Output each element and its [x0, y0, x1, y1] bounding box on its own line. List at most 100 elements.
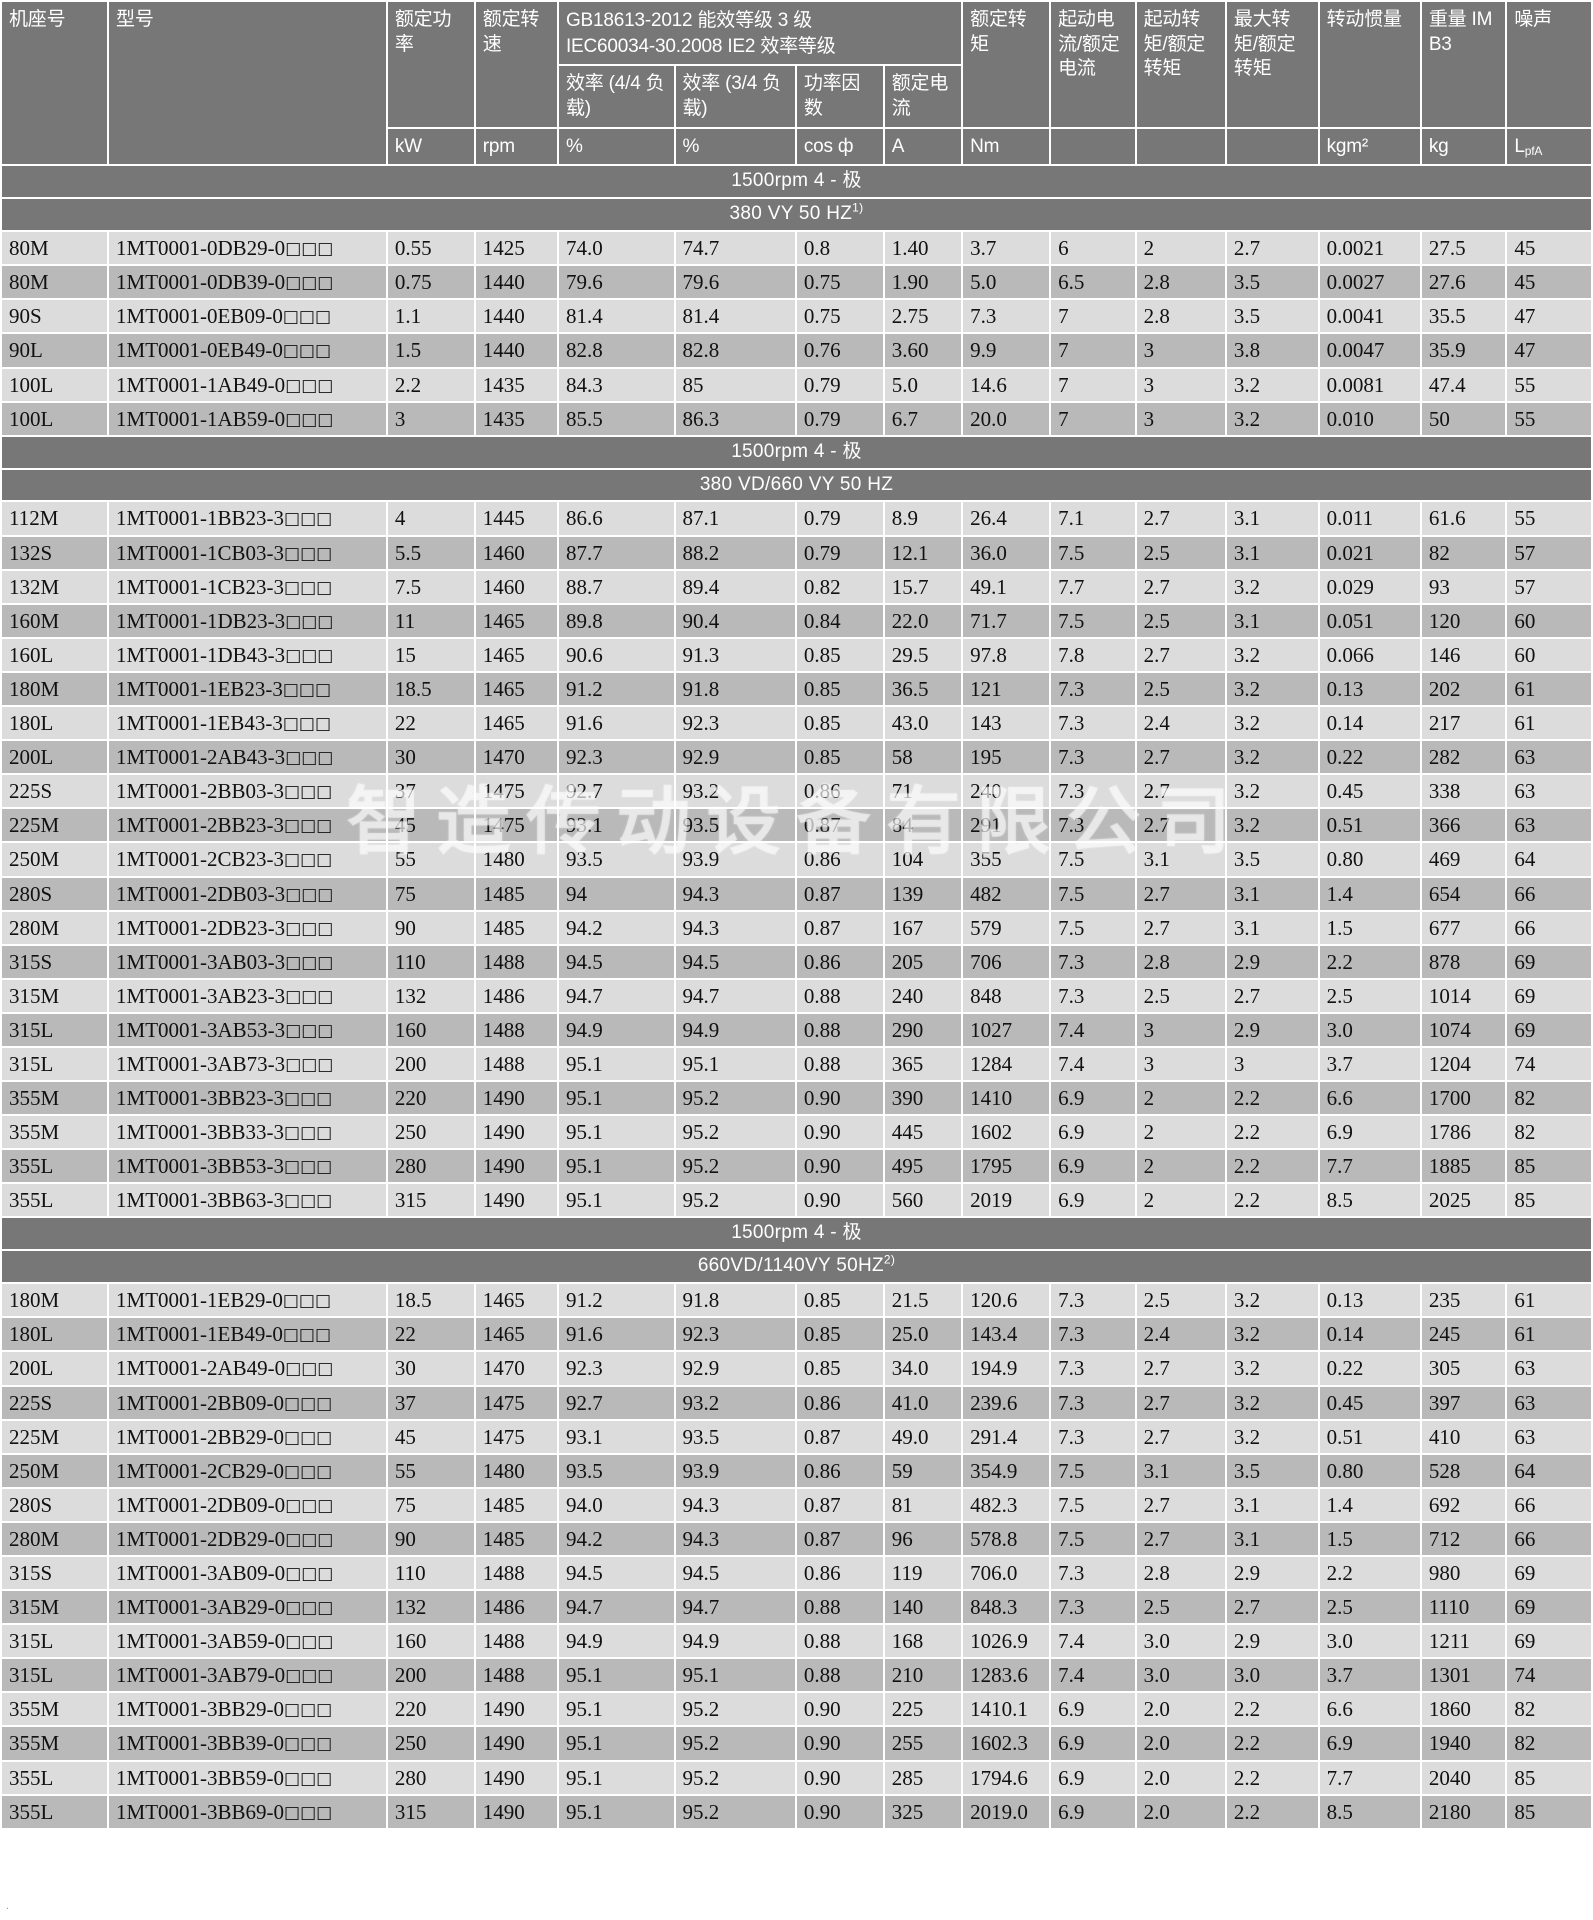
cell-rated-torque: 1027: [963, 1013, 1050, 1046]
cell-efficiency-full-load: 95.1: [558, 1761, 674, 1794]
cell-frame-size: 280S: [2, 877, 108, 910]
cell-rated-speed: 1475: [475, 1386, 557, 1419]
cell-frame-size: 315L: [2, 1625, 108, 1658]
cell-rated-current: 325: [884, 1795, 962, 1828]
cell-rated-power: 22: [387, 1318, 474, 1351]
section-voltage-band: 380 VD/660 VY 50 HZ: [2, 469, 1591, 501]
cell-power-factor: 0.90: [796, 1693, 883, 1726]
cell-rated-current: 2.75: [884, 300, 962, 333]
cell-inertia: 0.80: [1319, 1454, 1420, 1487]
table-row: 112M 1MT0001-1BB23-3□□□ 4 1445 86.6 87.1 0.79 8…: [2, 502, 1591, 535]
cell-weight: 50: [1421, 402, 1506, 435]
cell-start-current-ratio: 7.4: [1051, 1625, 1135, 1658]
cell-model: 1MT0001-3BB29-0□□□: [109, 1693, 386, 1726]
cell-power-factor: 0.88: [796, 1591, 883, 1624]
cell-rated-torque: 579: [963, 911, 1050, 944]
cell-rated-current: 96: [884, 1522, 962, 1555]
cell-weight: 120: [1421, 604, 1506, 637]
cell-rated-power: 110: [387, 1556, 474, 1590]
cell-max-torque-ratio: 3.2: [1226, 570, 1318, 603]
cell-power-factor: 0.75: [796, 300, 883, 333]
table-row: 180M 1MT0001-1EB29-0□□□ 18.5 1465 91.2 91.8 0.…: [2, 1284, 1591, 1317]
cell-efficiency-three-quarter-load: 92.9: [675, 741, 795, 774]
cell-model: 1MT0001-1EB49-0□□□: [109, 1318, 386, 1351]
model-option-boxes: □□□: [285, 611, 334, 632]
model-option-boxes: □□□: [284, 1089, 333, 1110]
cell-noise: 69: [1507, 979, 1591, 1012]
cell-noise: 85: [1507, 1184, 1591, 1217]
cell-max-torque-ratio: 2.2: [1226, 1150, 1318, 1183]
header-noise: 噪声: [1507, 2, 1591, 127]
unit-efficiency-full-load: %: [558, 128, 674, 165]
table-row: 280M 1MT0001-2DB29-0□□□ 90 1485 94.2 94.3 0.87…: [2, 1522, 1591, 1555]
cell-weight: 282: [1421, 741, 1506, 774]
table-row: 200L 1MT0001-2AB49-0□□□ 30 1470 92.3 92.9 0.85…: [2, 1352, 1591, 1385]
cell-max-torque-ratio: 3.5: [1226, 1454, 1318, 1487]
cell-rated-speed: 1435: [475, 402, 557, 435]
cell-weight: 654: [1421, 877, 1506, 910]
cell-start-current-ratio: 7.4: [1051, 1013, 1135, 1046]
cell-efficiency-three-quarter-load: 93.9: [675, 843, 795, 876]
section-voltage-footnote-marker: 2): [883, 1253, 896, 1267]
cell-efficiency-full-load: 87.7: [558, 536, 674, 569]
model-option-boxes: □□□: [285, 918, 334, 939]
cell-efficiency-full-load: 93.5: [558, 1454, 674, 1487]
table-row: 355M 1MT0001-3BB33-3□□□ 250 1490 95.1 95.2 0.9…: [2, 1116, 1591, 1149]
cell-power-factor: 0.86: [796, 1454, 883, 1487]
cell-noise: 85: [1507, 1795, 1591, 1828]
cell-max-torque-ratio: 2.9: [1226, 1556, 1318, 1590]
cell-model: 1MT0001-3BB53-3□□□: [109, 1150, 386, 1183]
cell-efficiency-full-load: 82.8: [558, 334, 674, 367]
cell-frame-size: 200L: [2, 1352, 108, 1385]
cell-weight: 878: [1421, 945, 1506, 978]
cell-noise: 82: [1507, 1116, 1591, 1149]
cell-start-torque-ratio: 2: [1136, 1150, 1225, 1183]
cell-rated-current: 390: [884, 1082, 962, 1115]
cell-frame-size: 355M: [2, 1693, 108, 1726]
header-row-top: 机座号 型号 额定功率 额定转速 GB18613-2012 能效等级 3 级 I…: [2, 2, 1591, 165]
model-option-boxes: □□□: [285, 1666, 334, 1687]
cell-rated-speed: 1470: [475, 1352, 557, 1385]
cell-model: 1MT0001-2AB43-3□□□: [109, 741, 386, 774]
cell-noise: 63: [1507, 1386, 1591, 1419]
cell-start-torque-ratio: 2.0: [1136, 1727, 1225, 1760]
cell-max-torque-ratio: 2.7: [1226, 979, 1318, 1012]
cell-efficiency-full-load: 94.0: [558, 1488, 674, 1521]
cell-frame-size: 132M: [2, 570, 108, 603]
cell-inertia: 0.80: [1319, 843, 1420, 876]
cell-weight: 1014: [1421, 979, 1506, 1012]
cell-rated-current: 25.0: [884, 1318, 962, 1351]
model-option-boxes: □□□: [282, 1291, 332, 1312]
cell-efficiency-three-quarter-load: 95.2: [675, 1693, 795, 1726]
cell-rated-power: 250: [387, 1727, 474, 1760]
cell-rated-power: 0.75: [387, 266, 474, 299]
cell-frame-size: 180M: [2, 672, 108, 706]
cell-efficiency-full-load: 93.5: [558, 843, 674, 876]
cell-efficiency-full-load: 95.1: [558, 1184, 674, 1217]
cell-start-torque-ratio: 3: [1136, 402, 1225, 435]
cell-model: 1MT0001-1AB59-0□□□: [109, 402, 386, 435]
section-pole-band: 1500rpm 4 - 极: [2, 166, 1591, 198]
cell-efficiency-full-load: 94.2: [558, 1522, 674, 1555]
cell-rated-speed: 1440: [475, 334, 557, 367]
cell-frame-size: 225M: [2, 1420, 108, 1453]
cell-efficiency-three-quarter-load: 93.2: [675, 775, 795, 808]
cell-rated-current: 6.7: [884, 402, 962, 435]
section-pole-band-label: 1500rpm 4 - 极: [2, 1218, 1591, 1250]
cell-model: 1MT0001-3AB59-0□□□: [109, 1625, 386, 1658]
table-row: 180L 1MT0001-1EB43-3□□□ 22 1465 91.6 92.3 0.85…: [2, 707, 1591, 740]
cell-start-current-ratio: 7.3: [1051, 672, 1135, 706]
cell-power-factor: 0.85: [796, 1352, 883, 1385]
cell-rated-speed: 1488: [475, 1659, 557, 1692]
cell-start-torque-ratio: 2: [1136, 232, 1225, 265]
cell-inertia: 3.0: [1319, 1625, 1420, 1658]
model-option-boxes: □□□: [284, 1393, 333, 1414]
cell-rated-power: 4: [387, 502, 474, 535]
cell-max-torque-ratio: 3.5: [1226, 843, 1318, 876]
cell-rated-speed: 1490: [475, 1082, 557, 1115]
cell-weight: 35.9: [1421, 334, 1506, 367]
cell-rated-current: 81: [884, 1488, 962, 1521]
cell-max-torque-ratio: 3.2: [1226, 809, 1318, 842]
cell-max-torque-ratio: 2.9: [1226, 1625, 1318, 1658]
